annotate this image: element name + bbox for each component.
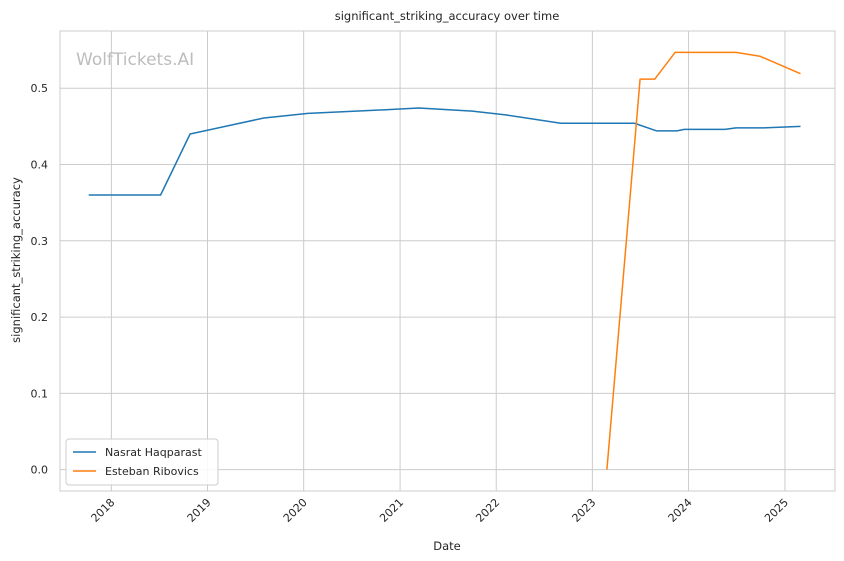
y-tick-label: 0.4 bbox=[31, 158, 49, 171]
series-line-0 bbox=[88, 107, 801, 196]
y-tick-label: 0.0 bbox=[31, 464, 49, 477]
y-axis-label: significant_striking_accuracy bbox=[9, 177, 23, 343]
y-tick-label: 0.2 bbox=[31, 311, 49, 324]
chart-title: significant_striking_accuracy over time bbox=[335, 9, 560, 23]
y-tick-label: 0.5 bbox=[31, 82, 49, 95]
legend: Nasrat Haqparast Esteban Ribovics bbox=[65, 438, 219, 486]
watermark: WolfTickets.AI bbox=[76, 50, 194, 70]
legend-label: Nasrat Haqparast bbox=[105, 446, 202, 459]
y-tick-label: 0.3 bbox=[31, 235, 49, 248]
legend-box bbox=[65, 438, 219, 486]
x-axis-label: Date bbox=[433, 539, 461, 553]
series-line-1 bbox=[606, 51, 801, 470]
y-tick-label: 0.1 bbox=[31, 387, 49, 400]
series-layer bbox=[88, 51, 801, 470]
plot-frame bbox=[59, 30, 836, 492]
legend-label: Esteban Ribovics bbox=[105, 465, 199, 478]
